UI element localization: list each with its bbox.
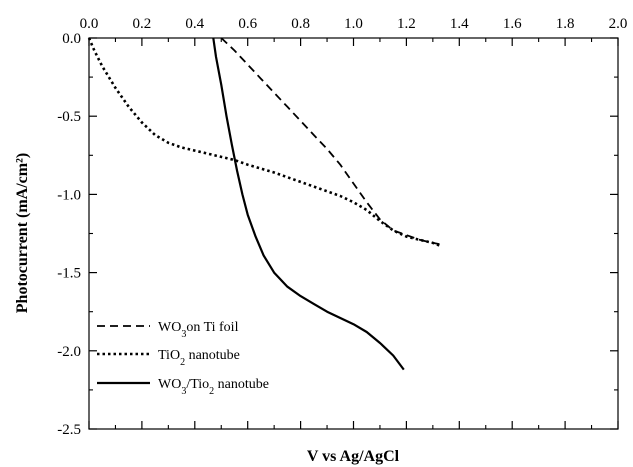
series-line-wo3_ti_foil: [220, 37, 441, 246]
series-layer: [87, 37, 442, 371]
x-axis-title: V vs Ag/AgCl: [307, 448, 400, 465]
y-axis-title: Photocurrent (mA/cm²): [14, 153, 31, 313]
x-tick-label: 2.0: [609, 16, 628, 32]
x-tick-label: 0.2: [133, 16, 152, 32]
y-tick-label: 0.0: [62, 31, 81, 47]
x-tick-label: 1.0: [344, 16, 363, 32]
y-tick-label: -1.5: [57, 266, 81, 282]
x-tick-label: 1.2: [397, 16, 416, 32]
y-tick-labels: 0.0 -0.5 -1.0 -1.5 -2.0 -2.5: [57, 31, 81, 438]
y-tick-label: -2.0: [57, 344, 81, 360]
axis-ticks: [88, 37, 619, 430]
y-tick-label: -1.0: [57, 187, 81, 203]
legend-label-wo3_tio2_nanotube: WO3/Tio2 nanotube: [158, 377, 269, 397]
legend-label-wo3_ti_foil: WO3on Ti foil: [158, 320, 239, 340]
series-line-wo3_tio2_nanotube: [212, 37, 405, 371]
legend-label-tio2_nanotube: TiO2 nanotube: [158, 348, 240, 368]
top-x-tick-labels: 0.0 0.2 0.4 0.6 0.8 1.0 1.2 1.4 1.6 1.8 2.0: [80, 16, 628, 32]
x-tick-label: 0.0: [80, 16, 99, 32]
legend: WO3on Ti foil TiO2 nanotube WO3/Tio2 nanot…: [97, 320, 269, 397]
x-tick-label: 1.8: [556, 16, 575, 32]
series-line-tio2_nanotube: [87, 37, 442, 248]
x-tick-label: 0.4: [185, 16, 204, 32]
y-tick-label: -0.5: [57, 109, 81, 125]
x-tick-label: 0.8: [291, 16, 310, 32]
x-tick-label: 1.4: [450, 16, 469, 32]
plot-frame: [88, 37, 619, 430]
x-tick-label: 1.6: [503, 16, 522, 32]
y-tick-label: -2.5: [57, 422, 81, 438]
x-tick-label: 0.6: [238, 16, 257, 32]
